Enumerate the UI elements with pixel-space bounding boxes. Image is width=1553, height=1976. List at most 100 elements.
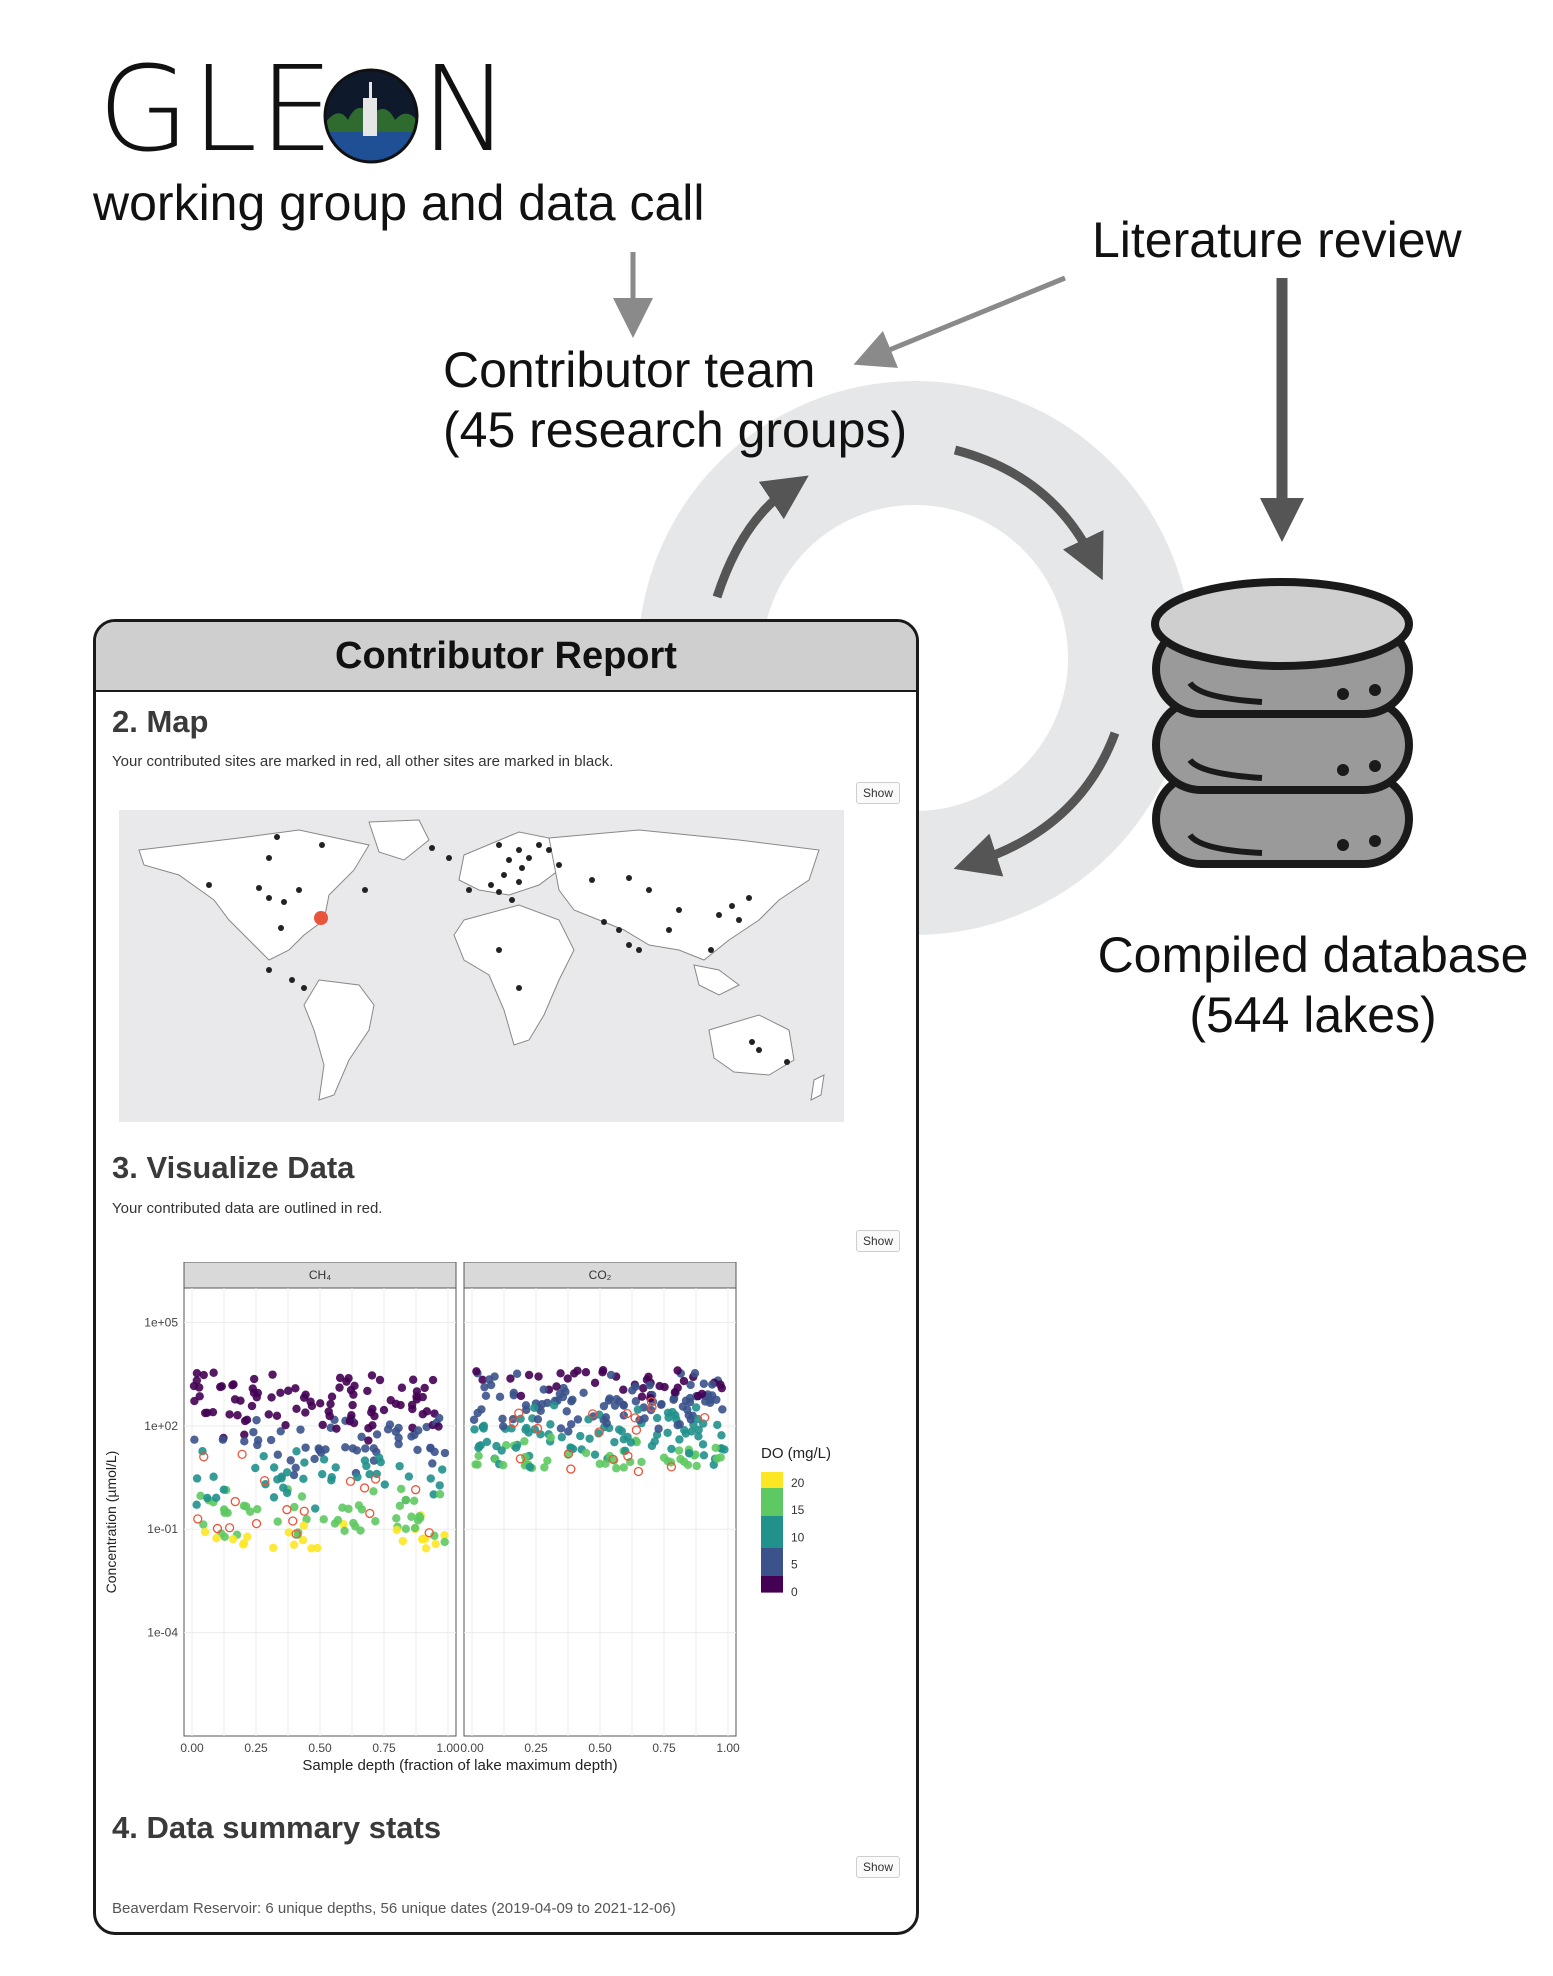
data-point: [543, 1456, 552, 1465]
data-point: [286, 1456, 295, 1465]
data-point: [319, 1515, 328, 1524]
data-point: [196, 1491, 205, 1501]
data-point: [335, 1383, 344, 1392]
data-point: [310, 1504, 320, 1513]
data-point: [536, 1406, 545, 1415]
data-point: [364, 1436, 373, 1445]
legend-color-step: [761, 1532, 783, 1537]
contributed-point: [282, 1505, 292, 1515]
data-point: [276, 1388, 285, 1397]
data-point: [635, 1415, 644, 1425]
data-point: [365, 1470, 374, 1479]
legend-color-step: [761, 1536, 783, 1541]
map-new-zealand: [810, 1074, 825, 1101]
legend-color-step: [761, 1500, 783, 1505]
data-point: [697, 1389, 707, 1399]
data-point: [705, 1398, 715, 1408]
data-point: [395, 1501, 405, 1511]
data-point: [409, 1496, 419, 1505]
data-point: [673, 1366, 682, 1375]
data-point: [599, 1401, 609, 1411]
data-point: [372, 1430, 382, 1439]
data-point: [645, 1380, 654, 1390]
data-point: [282, 1488, 292, 1498]
data-point: [498, 1422, 508, 1431]
data-point: [327, 1392, 337, 1401]
data-point: [319, 1455, 329, 1464]
data-point: [581, 1368, 591, 1377]
data-point: [316, 1399, 325, 1408]
data-point: [598, 1366, 608, 1375]
data-point: [652, 1413, 662, 1423]
contributed-point: [199, 1452, 209, 1462]
data-point: [546, 1433, 556, 1442]
data-point: [394, 1423, 403, 1433]
data-point: [429, 1490, 438, 1499]
data-point: [219, 1505, 229, 1514]
data-point: [679, 1376, 689, 1386]
viz-section-title: 3. Visualize Data: [112, 1150, 355, 1185]
data-point: [297, 1492, 307, 1501]
legend-title: DO (mg/L): [761, 1445, 831, 1462]
data-point: [711, 1443, 720, 1452]
data-point: [435, 1413, 444, 1423]
data-point: [195, 1392, 204, 1401]
contributed-point: [563, 1449, 574, 1459]
contributed-point: [365, 1508, 375, 1519]
data-point: [716, 1453, 725, 1462]
data-point: [699, 1451, 709, 1460]
data-point: [498, 1460, 508, 1470]
legend-color-step: [761, 1588, 783, 1593]
legend-color-step: [761, 1540, 783, 1545]
data-point: [691, 1403, 701, 1412]
data-point: [367, 1371, 377, 1380]
viz-show-button[interactable]: Show: [856, 1230, 900, 1252]
data-point: [668, 1407, 677, 1417]
data-point: [673, 1420, 682, 1430]
gleon-logo: GLE N: [98, 44, 509, 174]
data-point: [522, 1405, 531, 1415]
legend-color-step: [761, 1492, 783, 1497]
data-point: [225, 1410, 234, 1419]
data-point: [301, 1408, 310, 1417]
data-point: [290, 1502, 299, 1512]
contributed-point: [237, 1449, 247, 1460]
stats-summary-text: Beaverdam Reservoir: 6 unique depths, 56…: [112, 1900, 676, 1917]
data-point: [253, 1435, 263, 1445]
data-point: [345, 1416, 355, 1426]
cycle-arrow-to-report: [953, 731, 1120, 877]
map-north-america: [138, 829, 370, 961]
data-point: [633, 1405, 643, 1414]
data-point: [240, 1430, 249, 1439]
legend-color-step: [761, 1520, 783, 1525]
map-southeast-asia: [693, 964, 740, 996]
legend-color-step: [761, 1488, 783, 1493]
legend-color-step: [761, 1576, 783, 1581]
stats-section-title: 4. Data summary stats: [112, 1810, 442, 1845]
compiled-database-label: Compiled database (544 lakes): [1078, 925, 1548, 1045]
data-point: [619, 1435, 628, 1444]
working-group-label: working group and data call: [93, 175, 705, 231]
data-point: [282, 1468, 292, 1477]
legend-tick: 5: [791, 1558, 798, 1572]
data-point: [663, 1428, 672, 1437]
stats-show-button[interactable]: Show: [856, 1856, 900, 1878]
data-point: [708, 1380, 717, 1389]
data-point: [605, 1394, 614, 1403]
legend-color-step: [761, 1496, 783, 1501]
data-point: [720, 1445, 729, 1454]
data-point: [667, 1444, 676, 1454]
data-point: [506, 1374, 515, 1383]
data-point: [530, 1425, 540, 1434]
data-point: [374, 1453, 384, 1462]
data-point: [610, 1401, 620, 1410]
data-point: [676, 1454, 685, 1464]
map-europe: [458, 831, 560, 896]
data-point: [356, 1526, 365, 1535]
arrow-literature-to-contributor: [853, 275, 1066, 368]
map-show-button[interactable]: Show: [856, 782, 900, 804]
cycle-arrow-to-database: [953, 445, 1104, 581]
legend-color-step: [761, 1484, 783, 1489]
data-point: [481, 1391, 491, 1400]
map-south-america: [303, 979, 375, 1101]
